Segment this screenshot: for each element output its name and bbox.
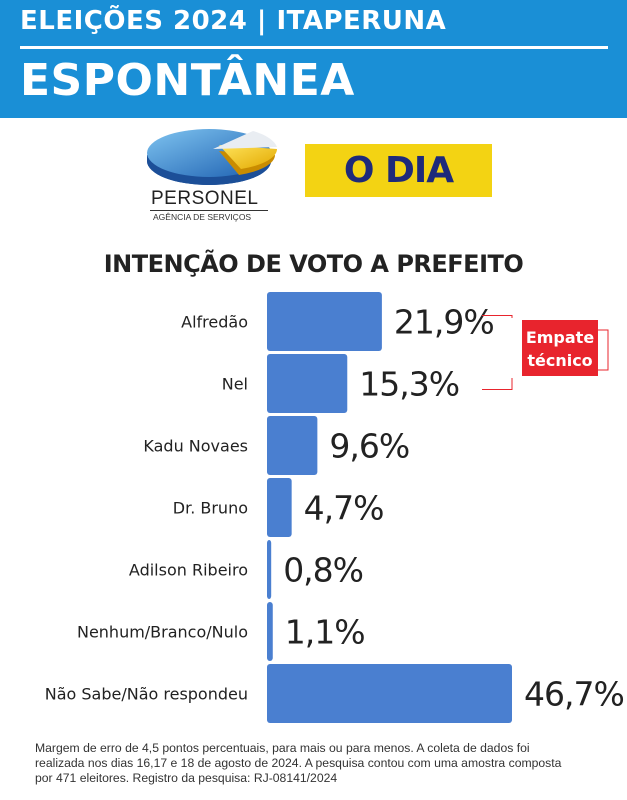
odia-logo-text: O DIA <box>343 150 454 191</box>
personel-divider <box>150 210 268 211</box>
category-label: Não Sabe/Não respondeu <box>45 685 248 704</box>
category-label: Adilson Ribeiro <box>129 561 248 580</box>
odia-newspaper-logo: O DIA <box>305 144 492 197</box>
personel-tagline: AGÊNCIA DE SERVIÇOS <box>153 212 252 222</box>
bar <box>267 292 382 351</box>
empate-badge-line2: técnico <box>527 351 592 370</box>
bracket-line <box>598 329 609 371</box>
value-label: 0,8% <box>283 551 363 590</box>
bar <box>267 602 273 661</box>
category-label: Dr. Bruno <box>173 499 248 518</box>
category-label: Alfredão <box>181 313 248 332</box>
value-label: 21,9% <box>394 303 494 342</box>
value-label: 9,6% <box>329 427 409 466</box>
bar <box>267 354 348 413</box>
bar <box>267 540 272 599</box>
chart-title: INTENÇÃO DE VOTO A PREFEITO <box>103 250 524 278</box>
category-label: Kadu Novaes <box>143 437 248 456</box>
personel-pie-logo-icon <box>147 129 278 185</box>
empate-badge-line1: Empate <box>526 328 595 347</box>
value-label: 1,1% <box>285 613 365 652</box>
empate-badge <box>522 320 598 376</box>
footer-line: por 471 eleitores. Registro da pesquisa:… <box>35 771 338 785</box>
footer-line: Margem de erro de 4,5 pontos percentuais… <box>35 741 530 755</box>
personel-brand-name: PERSONEL <box>151 188 259 209</box>
footer-line: realizada nos dias 16,17 e 18 de agosto … <box>35 756 562 770</box>
bar <box>267 478 292 537</box>
bar <box>267 664 512 723</box>
bar <box>267 416 318 475</box>
header-divider <box>20 46 608 49</box>
value-label: 4,7% <box>304 489 384 528</box>
header-banner: ELEIÇÕES 2024 | ITAPERUNA ESPONTÂNEA <box>0 0 627 118</box>
bracket-line <box>482 315 513 318</box>
category-label: Nel <box>222 375 248 394</box>
value-label: 46,7% <box>524 675 624 714</box>
methodology-note: Margem de erro de 4,5 pontos percentuais… <box>35 741 620 786</box>
value-label: 15,3% <box>359 365 459 404</box>
header-subtitle: ESPONTÂNEA <box>20 55 355 106</box>
category-label: Nenhum/Branco/Nulo <box>77 623 248 642</box>
header-title: ELEIÇÕES 2024 | ITAPERUNA <box>20 6 447 36</box>
bracket-line <box>482 378 513 390</box>
